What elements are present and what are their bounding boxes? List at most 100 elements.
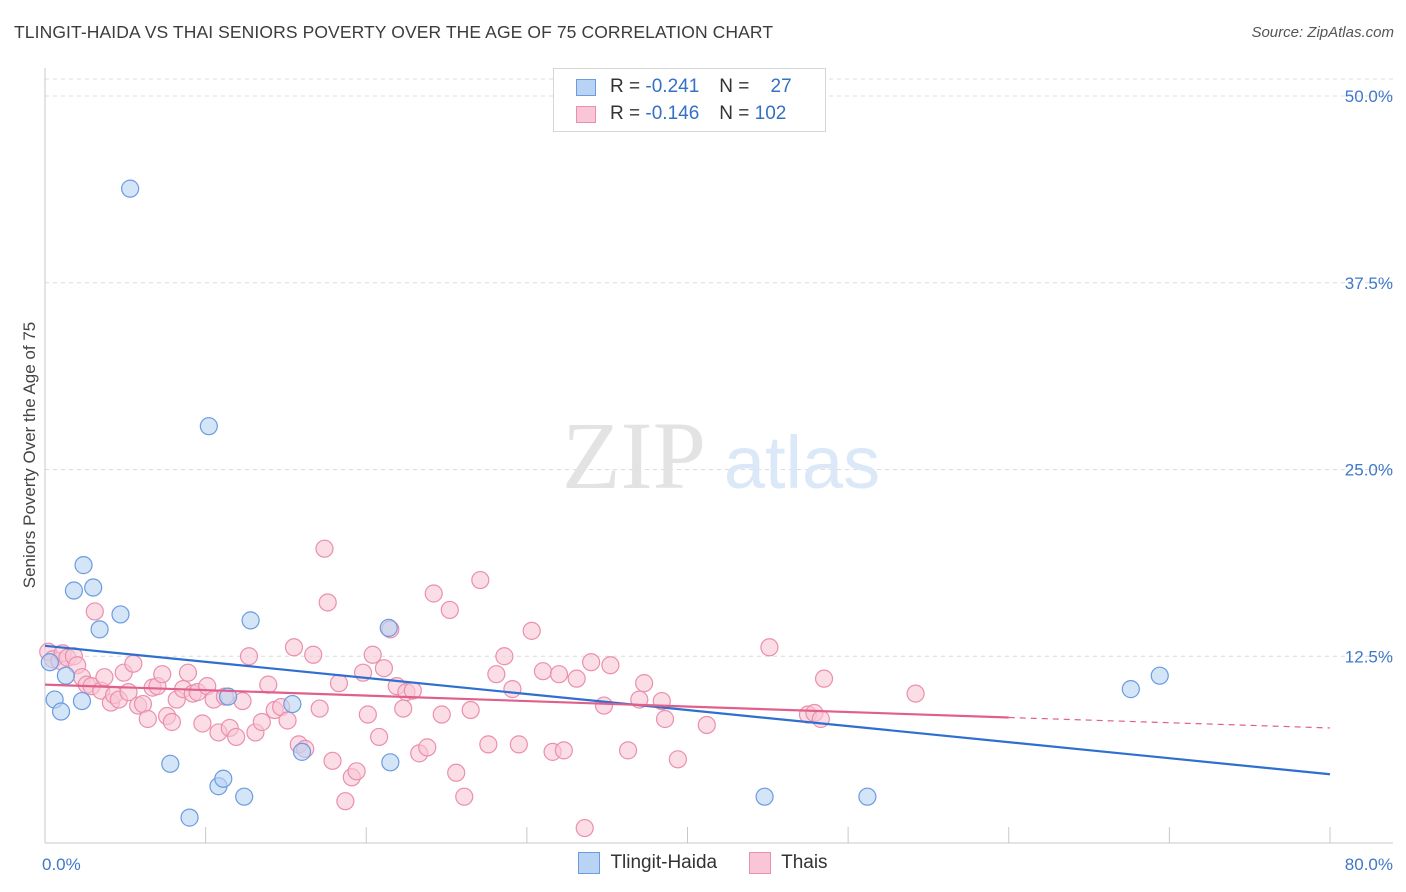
- legend-item-thais: Thais: [749, 852, 828, 874]
- thai-point: [533, 662, 553, 681]
- thai-point: [304, 645, 323, 664]
- chart-title: TLINGIT-HAIDA VS THAI SENIORS POVERTY OV…: [14, 22, 774, 42]
- thai-point: [635, 674, 654, 693]
- legend-swatch-tlingit-haida: [578, 852, 601, 874]
- thai-point: [124, 654, 143, 673]
- thai-point: [760, 638, 779, 657]
- thai-point: [495, 647, 514, 666]
- thai-point: [461, 700, 480, 720]
- thai-point: [193, 714, 212, 733]
- thai-point: [814, 669, 834, 688]
- trend-lines: [44, 644, 1331, 776]
- thai-point: [239, 647, 259, 666]
- watermark: ZIP atlas: [562, 402, 880, 509]
- thai-point: [594, 696, 614, 715]
- thai-point: [509, 735, 528, 754]
- legend-item-tlingit-haida: Tlingit-Haida: [578, 852, 717, 874]
- correlation-legend: R = -0.241 N = 27 R = -0.146 N = 102: [553, 68, 826, 132]
- legend-row-tlingit-haida: R = -0.241 N = 27: [576, 75, 792, 99]
- thai-point: [503, 680, 522, 699]
- tlingit-haida-point: [90, 620, 109, 639]
- tlingit-haida-point: [180, 808, 199, 827]
- thai-point: [418, 738, 437, 757]
- tlingit-haida-point: [111, 605, 130, 624]
- thai-point: [252, 712, 271, 732]
- x-tick-label-left: 0.0%: [42, 855, 81, 874]
- legend-r-value: -0.146: [645, 103, 700, 124]
- watermark-atlas: atlas: [724, 421, 880, 504]
- tlingit-haida-point: [64, 581, 84, 600]
- y-tick-label: 12.5%: [1345, 647, 1393, 666]
- thai-point: [447, 763, 466, 782]
- thai-point: [318, 593, 337, 612]
- x-tick-label-right: 80.0%: [1345, 855, 1393, 874]
- thai-point: [162, 712, 181, 732]
- thai-trend-line: [44, 683, 1009, 719]
- y-tick-label: 25.0%: [1345, 461, 1393, 480]
- watermark-zip: ZIP: [562, 402, 706, 509]
- tlingit-haida-point: [51, 702, 71, 721]
- tlingit-haida-point: [72, 691, 92, 711]
- tlingit-haida-point: [292, 742, 312, 761]
- thai-point: [697, 715, 716, 735]
- series-legend: Tlingit-Haida Thais: [0, 852, 1406, 874]
- thai-point: [284, 638, 304, 657]
- thai-point: [582, 653, 601, 672]
- thai-point: [138, 709, 157, 729]
- tlingit-haida-point: [381, 753, 400, 772]
- tlingit-haida-point: [858, 787, 877, 806]
- tlingit-haida-points: [40, 179, 1169, 827]
- thai-point: [549, 665, 569, 684]
- tick-labels: 50.0% 37.5% 25.0% 12.5% 0.0% 80.0%: [42, 87, 1393, 874]
- y-tick-label: 50.0%: [1345, 87, 1393, 106]
- legend-r-value: -0.241: [645, 76, 700, 97]
- tlingit-haida-point: [121, 179, 140, 198]
- thai-point: [424, 584, 443, 603]
- legend-label-thais: Thais: [781, 852, 828, 873]
- legend-label-tlingit-haida: Tlingit-Haida: [610, 852, 718, 873]
- thai-point: [178, 663, 198, 682]
- y-tick-label: 37.5%: [1345, 274, 1393, 293]
- source-label: Source: ZipAtlas.com: [1251, 24, 1394, 41]
- tlingit-haida-point: [235, 787, 254, 806]
- legend-row-thais: R = -0.146 N = 102: [576, 102, 786, 126]
- tlingit-haida-point: [161, 754, 180, 773]
- legend-r-label: R =: [610, 76, 641, 97]
- thai-point: [347, 762, 366, 781]
- axes: [44, 68, 1393, 844]
- legend-swatch-thais: [576, 105, 596, 123]
- thai-point: [522, 621, 541, 640]
- thai-trend-line-extension: [1008, 716, 1331, 729]
- thai-point: [479, 735, 498, 754]
- thai-point: [278, 711, 297, 730]
- thai-point: [394, 699, 413, 718]
- thai-point: [601, 656, 620, 675]
- thai-point: [329, 674, 349, 693]
- tlingit-haida-point: [214, 769, 233, 788]
- thai-point: [323, 751, 342, 770]
- thai-point: [153, 665, 172, 684]
- thai-point: [471, 570, 490, 590]
- thai-point: [95, 668, 114, 687]
- legend-n-value: 102: [754, 103, 787, 124]
- thai-point: [259, 675, 278, 694]
- tlingit-haida-point: [283, 694, 302, 714]
- thai-point: [554, 741, 573, 760]
- thai-point: [227, 727, 246, 747]
- thai-point: [85, 602, 104, 621]
- legend-n-label: N =: [719, 103, 750, 124]
- thai-point: [668, 750, 687, 769]
- tlingit-haida-point: [40, 653, 59, 672]
- tlingit-haida-point: [199, 417, 218, 436]
- thai-point: [310, 699, 329, 718]
- grid-lines: [45, 78, 1393, 657]
- thai-point: [432, 705, 451, 724]
- thai-point: [440, 600, 459, 620]
- legend-swatch-thais: [749, 852, 772, 874]
- tlingit-haida-point: [379, 618, 398, 637]
- tlingit-haida-point: [74, 556, 93, 575]
- thai-point: [358, 705, 377, 724]
- thai-point: [370, 727, 389, 747]
- thai-point: [363, 645, 382, 664]
